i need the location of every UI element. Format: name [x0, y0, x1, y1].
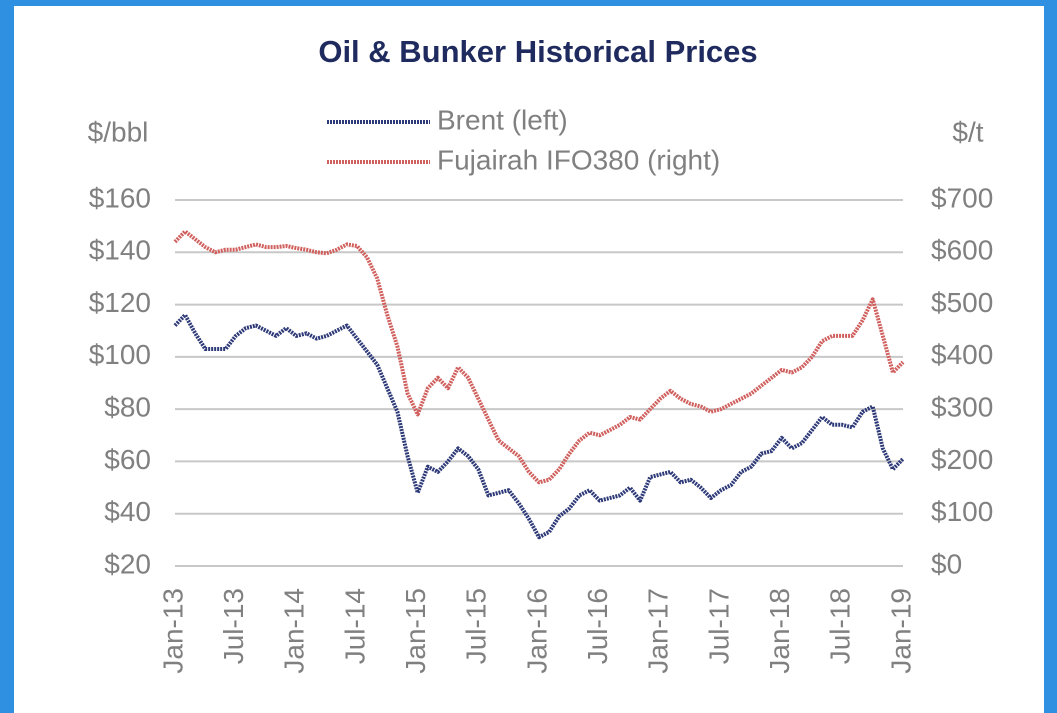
chart-title: Oil & Bunker Historical Prices	[318, 34, 757, 69]
legend-label: Fujairah IFO380 (right)	[437, 144, 720, 175]
x-tick-label: Jul-18	[825, 588, 856, 664]
y2-tick-label: $200	[931, 444, 993, 475]
y-tick-label: $100	[89, 339, 151, 370]
x-tick-label: Jul-13	[218, 588, 249, 664]
x-tick-label: Jan-14	[279, 588, 310, 674]
y-tick-label: $40	[104, 496, 151, 527]
x-tick-label: Jan-17	[643, 588, 674, 674]
y2-tick-label: $400	[931, 339, 993, 370]
y2-axis-label: $/t	[952, 116, 983, 147]
y-tick-label: $60	[104, 444, 151, 475]
y-tick-label: $20	[104, 548, 151, 579]
y-tick-label: $140	[89, 235, 151, 266]
x-tick-label: Jul-16	[582, 588, 613, 664]
y2-tick-label: $100	[931, 496, 993, 527]
y-axis-label: $/bbl	[88, 116, 149, 147]
x-tick-label: Jul-14	[339, 588, 370, 664]
x-tick-label: Jul-15	[461, 588, 492, 664]
line-series	[173, 313, 905, 540]
panel	[14, 6, 1044, 713]
y2-tick-label: $700	[931, 182, 993, 213]
x-tick-label: Jan-16	[521, 588, 552, 674]
x-tick-label: Jan-13	[157, 588, 188, 674]
x-tick-label: Jan-15	[400, 588, 431, 674]
line-series	[173, 229, 905, 485]
x-tick-label: Jan-19	[885, 588, 916, 674]
y-tick-label: $120	[89, 287, 151, 318]
legend-label: Brent (left)	[437, 104, 568, 135]
x-tick-label: Jan-18	[764, 588, 795, 674]
y2-tick-label: $300	[931, 392, 993, 423]
y2-tick-label: $600	[931, 235, 993, 266]
y-tick-label: $80	[104, 392, 151, 423]
x-tick-label: Jul-17	[703, 588, 734, 664]
y-tick-label: $160	[89, 182, 151, 213]
y2-tick-label: $0	[931, 548, 962, 579]
y2-tick-label: $500	[931, 287, 993, 318]
